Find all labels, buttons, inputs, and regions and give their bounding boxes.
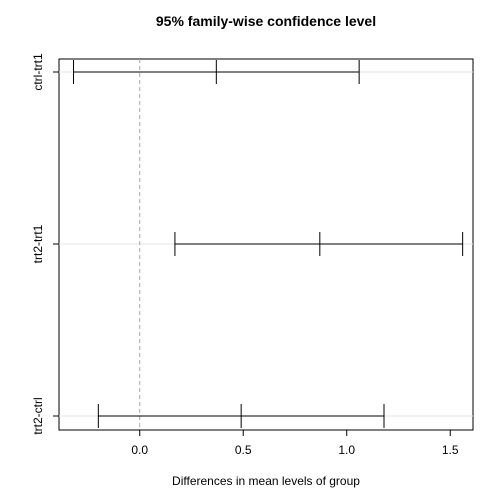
x-tick-label: 0.5 (235, 443, 252, 457)
y-tick-label: ctrl-trt1 (31, 53, 45, 91)
y-axis: ctrl-trt1 trt2-trt1 trt2-ctrl (31, 53, 59, 435)
y-tick-label: trt2-ctrl (31, 397, 45, 434)
x-axis: 0.0 0.5 1.0 1.5 (131, 430, 459, 457)
y-tick-label: trt2-trt1 (31, 224, 45, 263)
x-tick-label: 0.0 (131, 443, 148, 457)
interval-layer (72, 60, 464, 428)
x-axis-label: Differences in mean levels of group (172, 474, 360, 488)
x-tick-label: 1.0 (338, 443, 355, 457)
x-tick-label: 1.5 (442, 443, 459, 457)
chart-title: 95% family-wise confidence level (156, 13, 376, 29)
